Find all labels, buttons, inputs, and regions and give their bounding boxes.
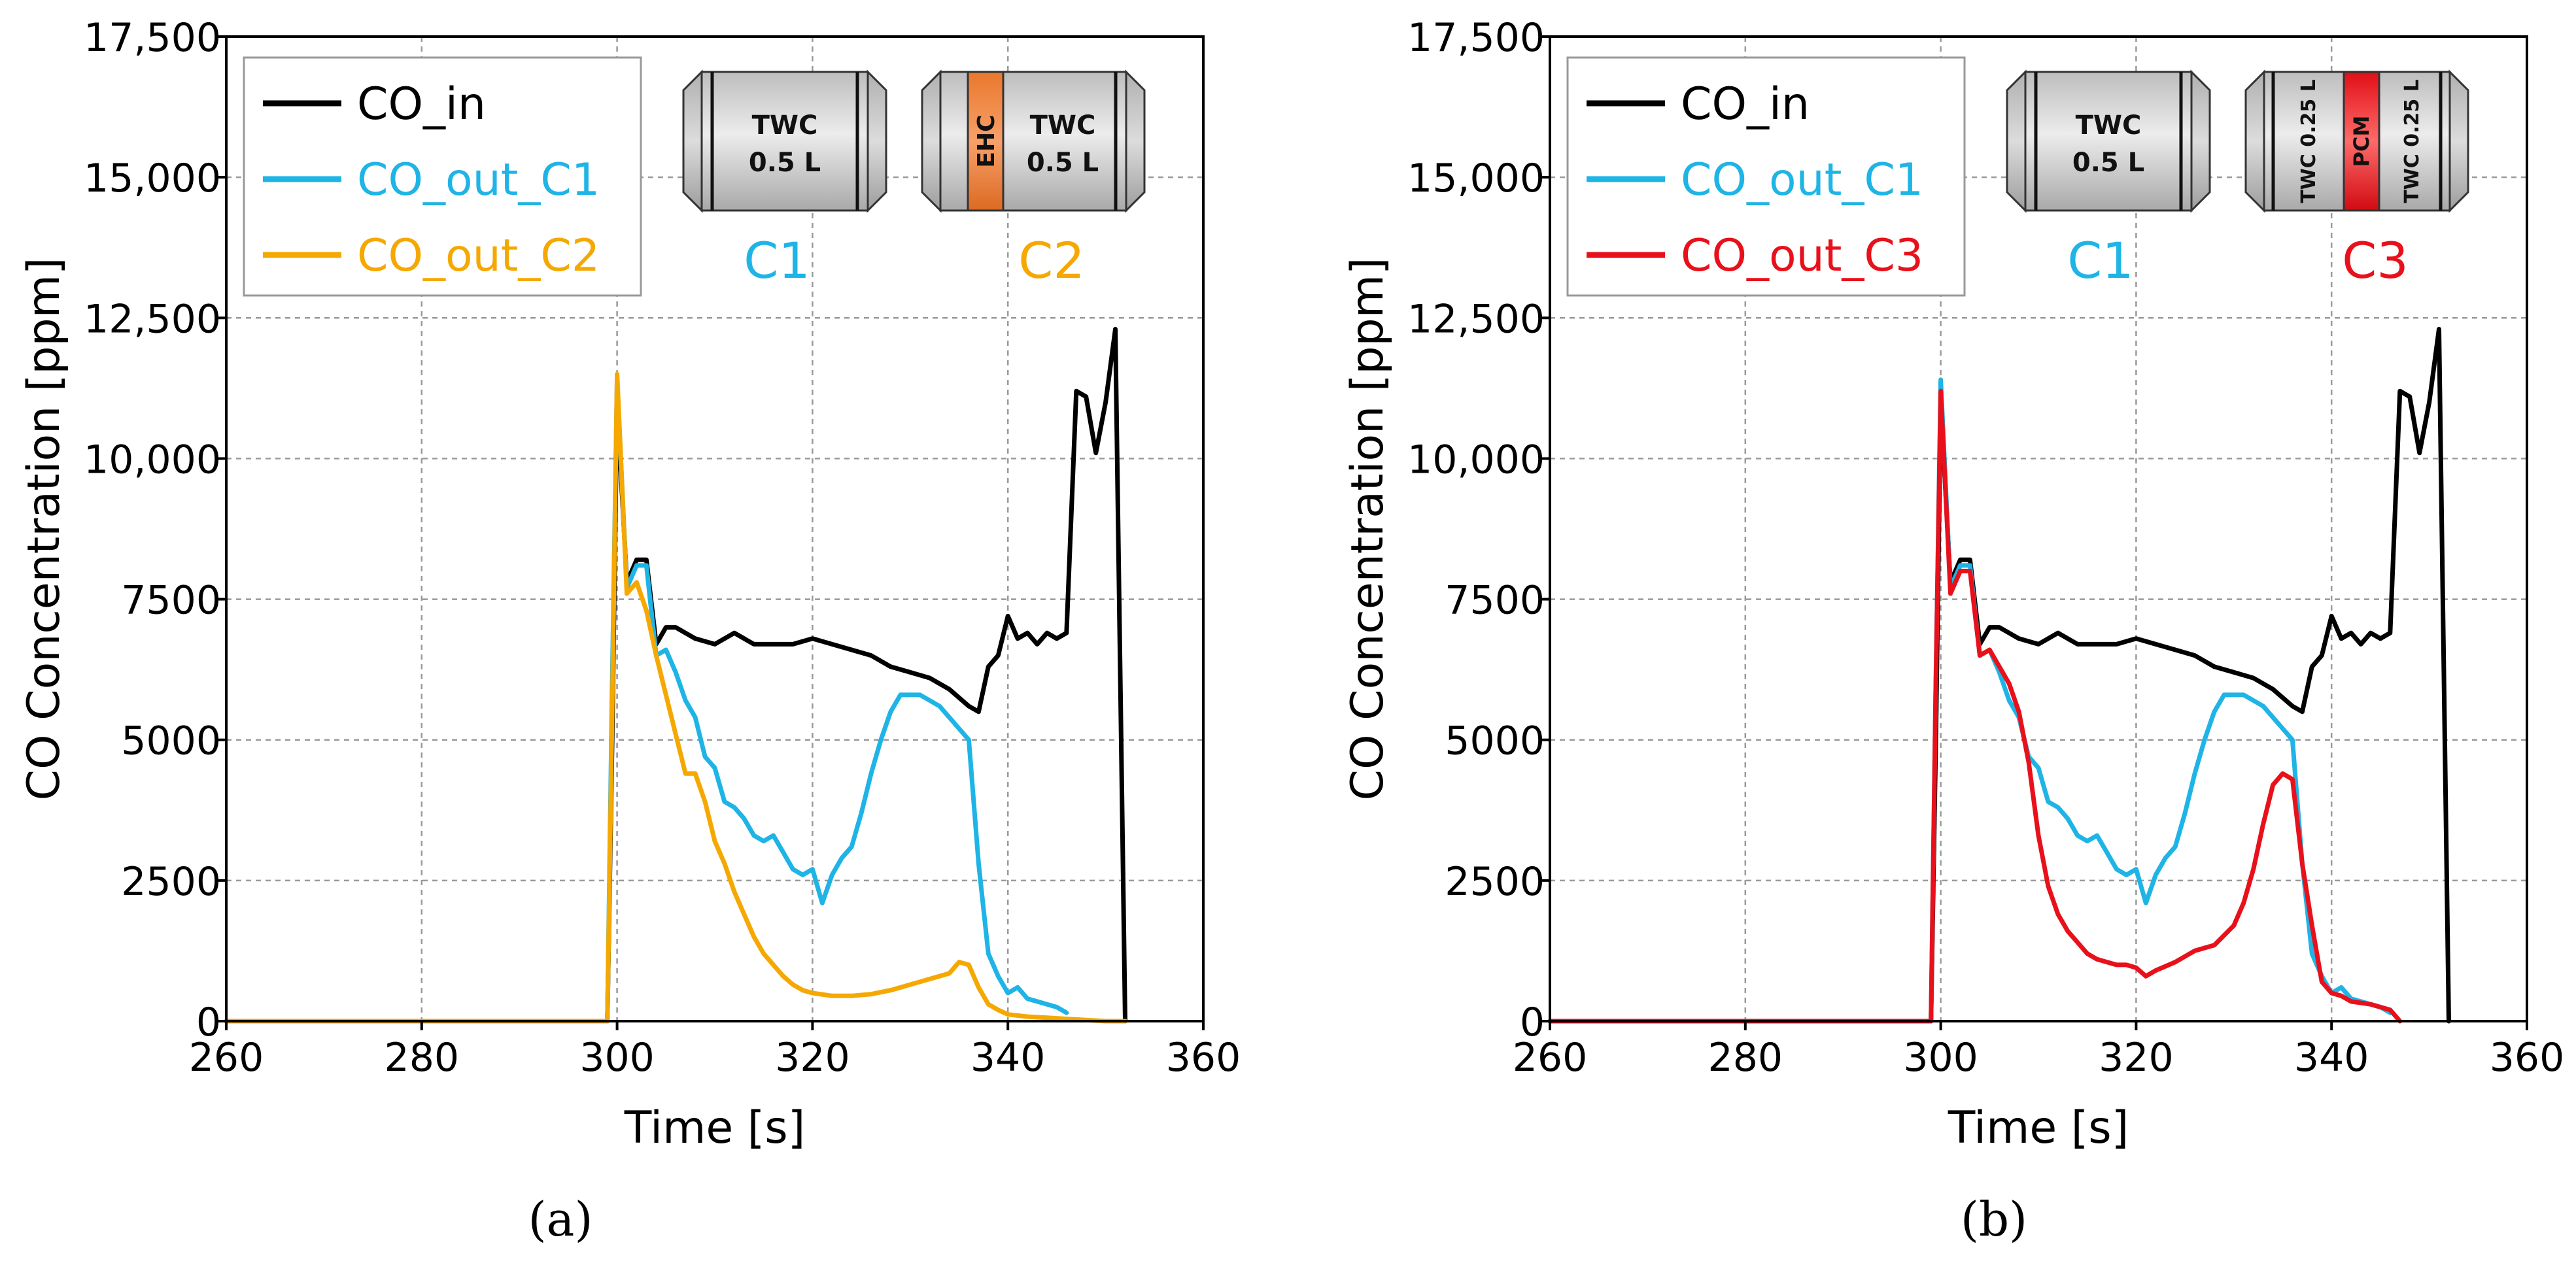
y-tick-label: 15,000 (84, 156, 221, 201)
legend-label-co-out-c3-b: CO_out_C3 (1681, 230, 1923, 282)
x-axis-label-a: Time [s] (624, 1102, 806, 1154)
y-tick-label: 5000 (121, 718, 221, 764)
x-tick-label: 280 (1708, 1035, 1783, 1081)
x-tick-label: 300 (579, 1035, 655, 1081)
c2-label-a: C2 (1018, 231, 1084, 290)
plot-frame-a (225, 35, 1205, 1022)
c1-brick-text-2-b: 0.5 L (2072, 148, 2144, 178)
x-tick-label: 300 (1903, 1035, 1978, 1081)
c3-label-b: C3 (2342, 231, 2408, 290)
panel-a: 0 2500 5000 7500 10,000 12,500 15,000 17,500 26… (18, 15, 1241, 1247)
y-tick-label: 17,500 (1407, 15, 1545, 61)
y-tick-labels-b: 0 2500 5000 7500 10,000 12,500 15,000 17,500 (1407, 15, 1550, 1045)
c2-brick-text-1-a: TWC (1030, 110, 1096, 141)
legend-label-co-in-b: CO_in (1681, 78, 1810, 130)
y-tick-label: 10,000 (84, 437, 221, 482)
plot-frame-b (1549, 35, 2528, 1022)
legend-label-co-out-c1-b: CO_out_C1 (1681, 154, 1923, 206)
panel-b: 0 2500 5000 7500 10,000 12,500 15,000 17,500 26… (1342, 15, 2564, 1247)
c2-brick-text-2-a: 0.5 L (1027, 148, 1099, 178)
series-line-co-out-c1 (224, 377, 1069, 1024)
converter-c1-icon-a: TWC 0.5 L (682, 69, 887, 213)
ehc-insert-a (967, 71, 1005, 212)
panel-caption-b: (b) (1961, 1192, 2027, 1247)
pcm-insert-b (2343, 71, 2380, 212)
converter-c2-icon-a: EHC TWC 0.5 L (921, 69, 1146, 213)
y-tick-label: 5000 (1445, 718, 1545, 764)
x-axis-label-b: Time [s] (1948, 1102, 2129, 1154)
y-tick-label: 2500 (1445, 859, 1545, 905)
c1-brick-text-2-a: 0.5 L (749, 148, 821, 178)
y-tick-labels-a: 0 2500 5000 7500 10,000 12,500 15,000 17,500 (84, 15, 226, 1045)
converter-c1-icon-b: TWC 0.5 L (2006, 69, 2211, 213)
legend-b: CO_in CO_out_C1 CO_out_C3 (1566, 56, 1966, 297)
x-tick-label: 360 (1166, 1035, 1241, 1081)
y-tick-label: 12,500 (1407, 296, 1545, 342)
legend-label-co-in-a: CO_in (357, 78, 486, 130)
series-line-co-out-c1 (1547, 377, 2393, 1024)
y-tick-label: 10,000 (1407, 437, 1545, 482)
y-tick-label: 7500 (121, 578, 221, 624)
x-tick-label: 280 (385, 1035, 460, 1081)
x-tick-label: 260 (189, 1035, 264, 1081)
y-axis-label-a: CO Concentration [ppm] (18, 258, 70, 801)
c1-label-a: C1 (744, 231, 810, 290)
y-tick-label: 17,500 (84, 15, 221, 61)
pcm-label-b: PCM (2349, 116, 2374, 167)
x-tick-labels-b: 260 280 300 320 340 360 (1513, 1021, 2565, 1081)
x-tick-label: 320 (2099, 1035, 2174, 1081)
y-tick-label: 15,000 (1407, 156, 1545, 201)
y-tick-label: 12,500 (84, 296, 221, 342)
x-tick-label: 340 (970, 1035, 1046, 1081)
x-tick-label: 320 (775, 1035, 850, 1081)
y-tick-label: 0 (196, 1000, 221, 1045)
x-tick-label: 340 (2294, 1035, 2369, 1081)
legend-label-co-out-c2-a: CO_out_C2 (357, 230, 600, 282)
series-line-co-out-c3 (1547, 388, 2403, 1024)
series-b (1547, 327, 2451, 1024)
y-axis-label-b: CO Concentration [ppm] (1342, 258, 1394, 801)
c3-left-text-b: TWC 0.25 L (2297, 79, 2320, 203)
x-tick-labels-a: 260 280 300 320 340 360 (189, 1021, 1241, 1081)
panel-caption-a: (a) (528, 1192, 592, 1247)
series-line-co-out-c2 (224, 371, 1127, 1024)
c1-brick-text-1-b: TWC (2076, 110, 2142, 141)
x-tick-label: 360 (2490, 1035, 2565, 1081)
converter-c3-icon-b: TWC 0.25 L PCM TWC 0.25 L (2244, 69, 2469, 213)
series-a (224, 327, 1127, 1024)
x-tick-label: 260 (1513, 1035, 1588, 1081)
c1-label-b: C1 (2067, 231, 2133, 290)
legend-label-co-out-c1-a: CO_out_C1 (357, 154, 600, 206)
y-tick-label: 7500 (1445, 578, 1545, 624)
y-tick-label: 2500 (121, 859, 221, 905)
ehc-label-a: EHC (973, 114, 1000, 167)
c3-right-text-b: TWC 0.25 L (2401, 79, 2424, 203)
c1-brick-text-1-a: TWC (752, 110, 818, 141)
y-tick-label: 0 (1520, 1000, 1545, 1045)
legend-a: CO_in CO_out_C1 CO_out_C2 (243, 56, 642, 297)
